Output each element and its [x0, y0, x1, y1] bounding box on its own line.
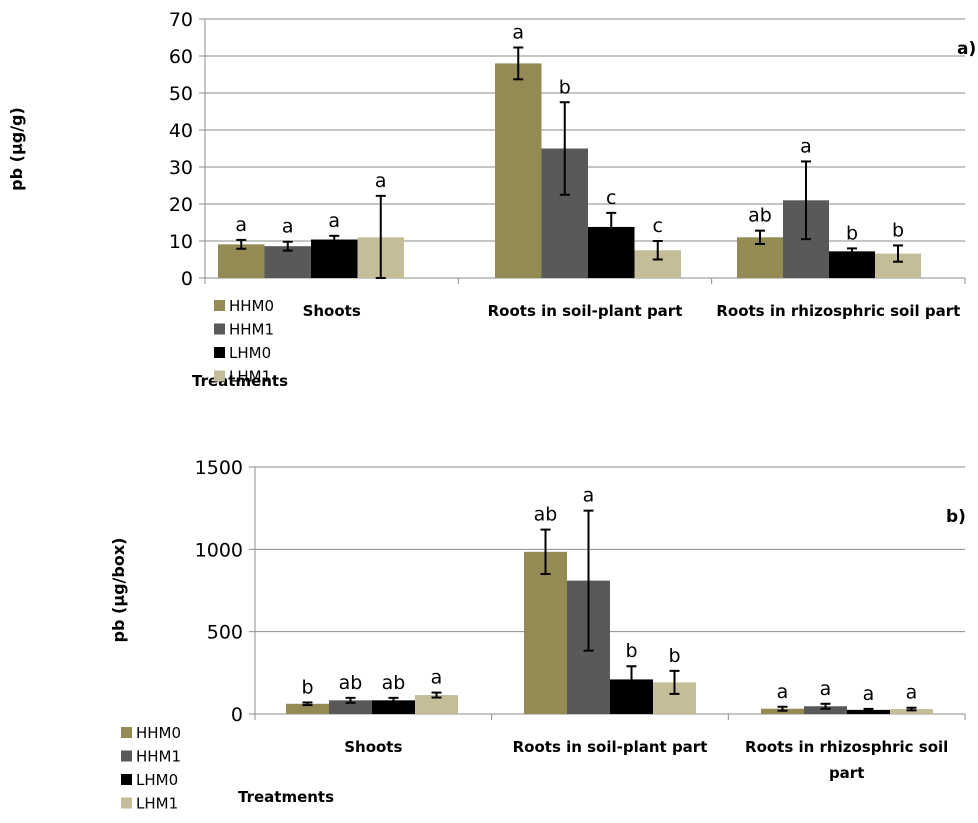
significance-letter: c — [606, 187, 616, 209]
bar — [415, 695, 458, 714]
significance-letter: a — [820, 678, 832, 700]
legend-label: HHM0 — [229, 297, 274, 315]
significance-letter: c — [653, 215, 663, 237]
category-label: Roots in soil-plant part — [488, 302, 683, 320]
category-label: Roots in rhizosphric soil part — [716, 302, 960, 320]
significance-letter: a — [777, 681, 789, 703]
y-tick-label: 0 — [181, 268, 193, 290]
significance-letter: a — [512, 21, 524, 43]
significance-letter: b — [668, 645, 680, 667]
significance-letter: b — [892, 219, 904, 241]
significance-letter: ab — [339, 672, 363, 694]
legend-swatch — [121, 774, 132, 785]
legend-label: LHM0 — [229, 344, 271, 362]
y-tick-label: 500 — [207, 622, 243, 644]
legend-swatch — [214, 347, 225, 358]
significance-letter: b — [559, 76, 571, 98]
y-tick-label: 60 — [169, 46, 193, 68]
significance-letter: a — [375, 170, 387, 192]
significance-letter: b — [301, 676, 313, 698]
bar — [495, 63, 542, 279]
panel-label: a) — [957, 39, 976, 59]
y-tick-label: 1500 — [195, 457, 243, 479]
legend-label: LHM1 — [229, 368, 271, 386]
bar — [804, 706, 847, 714]
y-tick-label: 20 — [169, 194, 193, 216]
legend-label: HHM1 — [229, 321, 274, 339]
significance-letter: a — [282, 216, 294, 238]
x-axis-label: Treatments — [238, 788, 334, 806]
legend-label: LHM1 — [136, 795, 178, 813]
bar — [286, 703, 329, 714]
legend-swatch — [214, 300, 225, 311]
bar — [847, 709, 890, 714]
y-tick-label: 30 — [169, 157, 193, 179]
bar — [311, 239, 358, 278]
bar — [329, 700, 372, 714]
bar — [829, 251, 875, 278]
y-tick-label: 10 — [169, 231, 193, 253]
y-tick-label: 0 — [231, 704, 243, 726]
y-tick-label: 40 — [169, 120, 193, 142]
category-label: Shoots — [344, 738, 402, 756]
y-tick-label: 50 — [169, 83, 193, 105]
significance-letter: a — [863, 683, 875, 705]
significance-letter: a — [906, 682, 918, 704]
y-tick-label: 70 — [169, 9, 193, 31]
significance-letter: b — [846, 222, 858, 244]
y-axis-label: pb (µg/box) — [109, 538, 128, 643]
significance-letter: a — [800, 135, 812, 157]
significance-letter: a — [235, 214, 247, 236]
legend-swatch — [121, 727, 132, 738]
significance-letter: ab — [534, 504, 558, 526]
significance-letter: a — [583, 485, 595, 507]
bar — [372, 700, 415, 714]
legend-swatch — [214, 370, 225, 382]
legend-swatch — [121, 750, 132, 762]
significance-letter: a — [328, 210, 340, 232]
legend-swatch — [121, 797, 132, 809]
y-axis-label: pb (µg/g) — [7, 107, 26, 191]
legend-label: LHM0 — [136, 771, 178, 789]
significance-letter: a — [431, 667, 443, 689]
category-label-continued: part — [829, 764, 864, 782]
category-label: Roots in rhizosphric soil — [745, 738, 948, 756]
panel-label: b) — [946, 507, 966, 527]
bar — [890, 709, 933, 714]
bar — [218, 244, 265, 278]
category-label: Shoots — [303, 302, 361, 320]
y-tick-label: 1000 — [195, 539, 243, 561]
category-label: Roots in soil-plant part — [513, 738, 708, 756]
legend-swatch — [214, 323, 225, 335]
significance-letter: ab — [382, 672, 406, 694]
legend-label: HHM0 — [136, 724, 181, 742]
significance-letter: b — [625, 640, 637, 662]
bar — [524, 551, 567, 714]
significance-letter: ab — [748, 205, 772, 227]
legend-label: HHM1 — [136, 748, 181, 766]
